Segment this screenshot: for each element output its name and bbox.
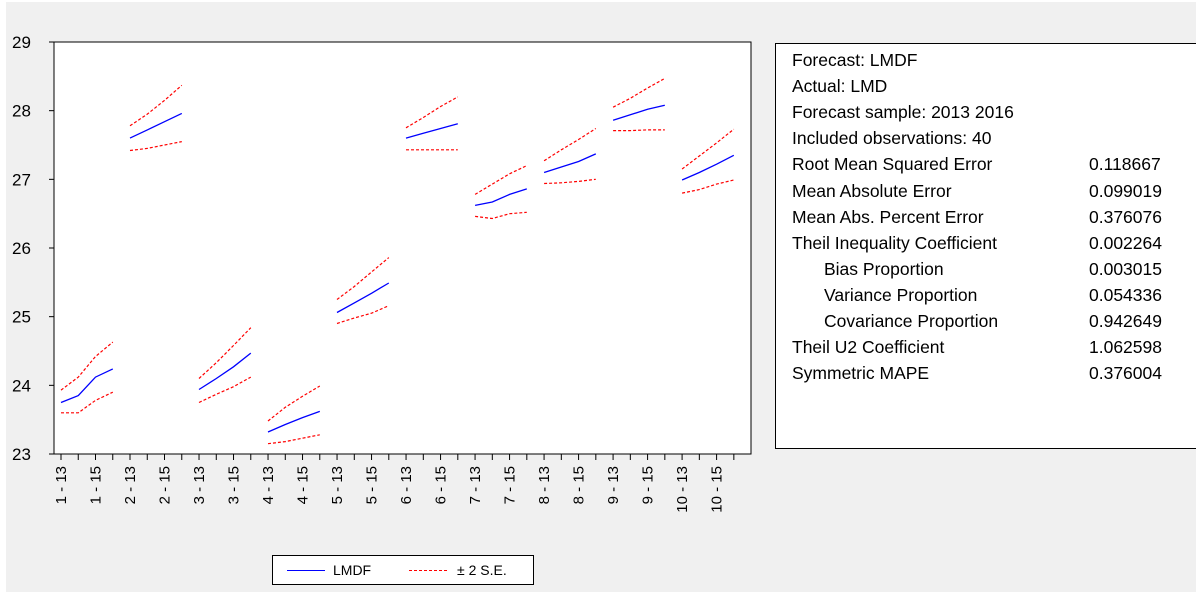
legend-band-label: ± 2 S.E. <box>457 562 507 578</box>
x-tick-label: 9 - 15 <box>640 466 657 504</box>
stats-row-label: Symmetric MAPE <box>792 363 930 384</box>
x-tick-label: 8 - 15 <box>571 466 588 504</box>
lower-band-line <box>267 434 320 445</box>
upper-band-line <box>129 84 183 127</box>
x-tick-label: 8 - 13 <box>536 466 553 504</box>
legend-forecast-swatch <box>287 570 325 571</box>
lower-band-line <box>129 141 182 152</box>
lower-band-line <box>475 211 527 220</box>
x-tick-label: 4 - 15 <box>295 466 312 504</box>
stats-row-label: Root Mean Squared Error <box>792 154 993 175</box>
stats-row-value: 0.002264 <box>1089 232 1162 253</box>
stats-row-value: 1.062598 <box>1089 337 1162 358</box>
lower-band-line <box>61 391 114 414</box>
x-tick-label: 7 - 15 <box>502 466 519 504</box>
stats-row-value: 0.054336 <box>1089 284 1162 305</box>
x-tick-label: 6 - 13 <box>398 466 415 504</box>
forecast-line <box>474 188 527 207</box>
x-tick-label: 3 - 13 <box>191 466 208 504</box>
lower-band-line <box>198 376 252 404</box>
lower-band-line <box>336 305 390 325</box>
stats-row-value: 0.376076 <box>1089 206 1162 227</box>
lower-band-line <box>681 179 734 194</box>
x-tick-label: 9 - 13 <box>605 466 622 504</box>
chart-legend: LMDF ± 2 S.E. <box>272 555 534 585</box>
stats-header-line: Forecast sample: 2013 2016 <box>792 102 1014 123</box>
forecast-line <box>129 112 183 139</box>
stats-row-label: Covariance Proportion <box>824 311 999 331</box>
legend-forecast-label: LMDF <box>333 562 372 578</box>
upper-band-line <box>336 257 390 300</box>
y-tick-label: 25 <box>12 308 31 327</box>
x-tick-label: 7 - 13 <box>467 466 484 504</box>
forecast-statistics-panel: Forecast: LMDF Actual: LMD Forecast sample… <box>775 43 1196 449</box>
stats-row-label: Theil Inequality Coefficient <box>792 232 997 253</box>
y-tick-label: 26 <box>12 239 31 258</box>
forecast-line <box>612 104 665 121</box>
forecast-line <box>198 352 252 391</box>
legend-band-swatch <box>409 570 447 571</box>
chart-frame: 23 24 25 26 27 28 29 1 - 13 1 - 15 2 - 13 2 - 15 3 … <box>6 2 1196 592</box>
stats-row-label: Mean Abs. Percent Error <box>792 206 984 227</box>
x-tick-label: 3 - 15 <box>226 466 243 504</box>
forecast-line <box>543 153 597 174</box>
stats-row-value: 0.942649 <box>1089 311 1162 331</box>
stats-row-label: Theil U2 Coefficient <box>792 337 945 358</box>
y-tick-label: 23 <box>12 445 31 464</box>
y-tick-label: 29 <box>12 33 31 52</box>
x-tick-label: 4 - 13 <box>260 466 277 504</box>
forecast-chart: 23 24 25 26 27 28 29 1 - 13 1 - 15 2 - 13 2 - 15 3 … <box>12 33 752 513</box>
stats-row-label: Mean Absolute Error <box>792 180 952 201</box>
stats-row-value: 0.376004 <box>1089 363 1162 384</box>
upper-band-line <box>474 165 528 195</box>
stats-header-line: Actual: LMD <box>792 76 888 97</box>
stats-header-line: Forecast: LMDF <box>792 50 918 70</box>
y-tick-label: 28 <box>12 102 31 121</box>
stats-row-label: Bias Proportion <box>824 258 944 279</box>
lower-band-line <box>544 178 596 185</box>
upper-band-line <box>198 327 252 379</box>
x-tick-label: 2 - 15 <box>157 466 174 504</box>
y-tick-label: 24 <box>12 376 31 395</box>
x-tick-label: 5 - 15 <box>364 466 381 504</box>
forecast-line <box>336 282 390 314</box>
stats-header-line: Included observations: 40 <box>792 128 992 149</box>
y-tick-label: 27 <box>12 170 31 189</box>
upper-band-line <box>681 128 735 170</box>
x-tick-label: 10 - 15 <box>709 466 726 513</box>
x-tick-label: 1 - 13 <box>53 466 70 504</box>
x-tick-label: 6 - 15 <box>433 466 450 504</box>
x-tick-label: 2 - 13 <box>122 466 139 504</box>
forecast-line <box>267 410 321 433</box>
forecast-line <box>681 154 735 181</box>
stats-row-value: 0.118667 <box>1089 154 1161 175</box>
upper-band-line <box>543 127 597 162</box>
forecast-line <box>405 123 458 139</box>
lower-band-line <box>613 129 665 132</box>
upper-band-line <box>60 341 114 391</box>
plot-area <box>53 41 752 455</box>
x-tick-label: 5 - 13 <box>329 466 346 504</box>
upper-band-line <box>405 96 459 129</box>
stats-row-value: 0.003015 <box>1089 258 1162 279</box>
forecast-line <box>60 368 114 404</box>
x-tick-label: 1 - 15 <box>88 466 105 504</box>
stats-row-value: 0.099019 <box>1089 180 1162 201</box>
upper-band-line <box>267 385 321 422</box>
x-tick-label: 10 - 13 <box>674 466 691 513</box>
stats-row-label: Variance Proportion <box>824 284 978 305</box>
